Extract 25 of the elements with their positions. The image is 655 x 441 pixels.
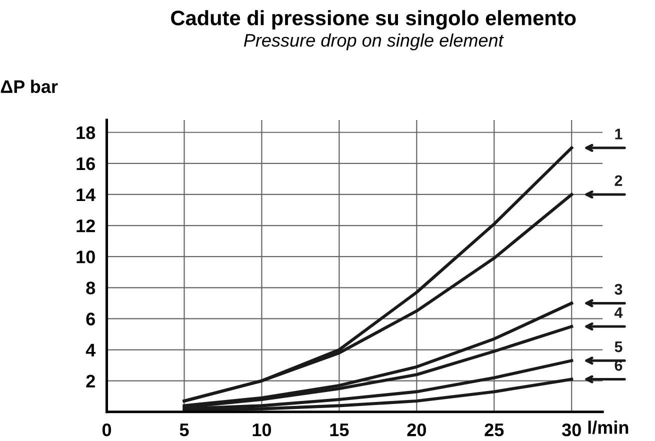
legend-label: 4 bbox=[614, 307, 623, 318]
y-tick-label: 8 bbox=[86, 282, 96, 294]
y-tick-label: 12 bbox=[76, 219, 95, 232]
x-tick-label: 30 bbox=[562, 423, 581, 436]
x-tick-label: 10 bbox=[252, 423, 272, 436]
x-axis-title: l/min bbox=[588, 420, 628, 434]
text: 1 bbox=[615, 128, 622, 140]
y-tick-label: 6 bbox=[86, 312, 95, 326]
y-tick-label: 14 bbox=[76, 188, 96, 202]
y-tick-label: 2 bbox=[86, 374, 95, 388]
y-tick-label: 16 bbox=[76, 157, 96, 170]
x-tick-label: 0 bbox=[102, 423, 112, 436]
y-tick-label: 4 bbox=[86, 344, 96, 356]
x-tick-label: 15 bbox=[330, 424, 349, 436]
text: 3 bbox=[614, 284, 622, 295]
chart-title: Cadute di pressione su singolo elemento bbox=[171, 10, 576, 30]
x-tick-label: 20 bbox=[407, 423, 426, 436]
chart-subtitle: Pressure drop on single element bbox=[244, 33, 504, 50]
y-tick-label: 10 bbox=[76, 250, 95, 264]
y-axis-title: ΔP bar bbox=[0, 80, 58, 94]
x-tick-label: 5 bbox=[180, 424, 189, 436]
text: 2 bbox=[614, 175, 622, 186]
x-tick-label: 25 bbox=[484, 423, 504, 436]
legend-label: 5 bbox=[614, 342, 622, 352]
y-tick-label: 18 bbox=[76, 126, 96, 140]
